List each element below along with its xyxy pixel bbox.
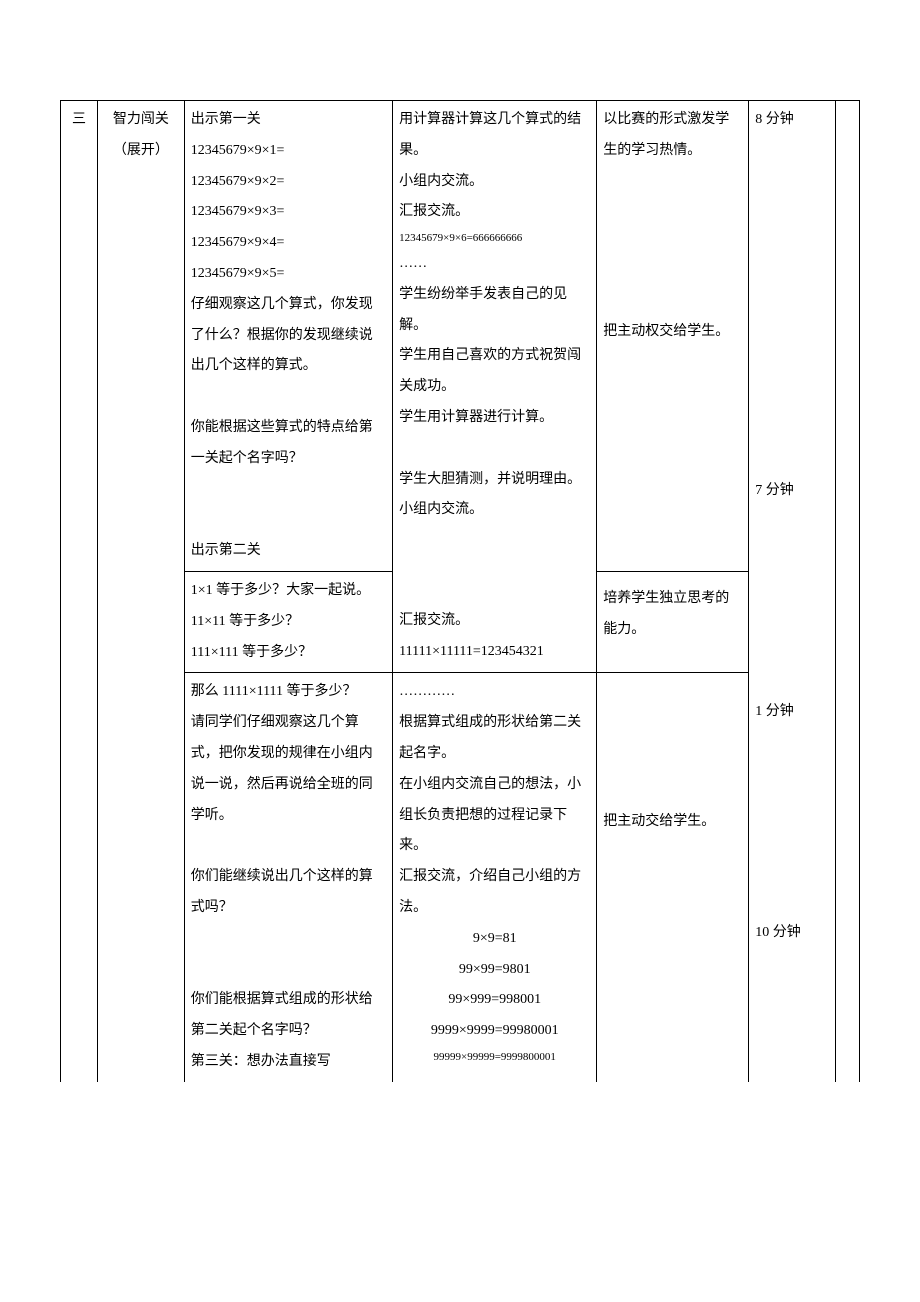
cell-time: 8 分钟 7 分钟 <box>749 101 836 572</box>
calc-line: 9×9=81 <box>399 924 590 955</box>
table-row: 1×1 等于多少？大家一起说。 11×11 等于多少？ 111×111 等于多少… <box>61 571 860 672</box>
cell-empty <box>836 101 860 572</box>
text-block: ………… 根据算式组成的形状给第二关起名字。 在小组内交流自己的想法，小组长负责… <box>399 677 590 923</box>
stage-sub: （展开） <box>113 143 169 158</box>
cell-intent: 以比赛的形式激发学生的学习热情。 把主动权交给学生。 <box>597 101 749 572</box>
cell-time: 1 分钟 10 分钟 <box>749 673 836 1082</box>
stage-title: 智力闯关 <box>113 112 169 127</box>
table-row: 三 智力闯关 （展开） 出示第一关 12345679×9×1= 12345679… <box>61 101 860 572</box>
cell-empty <box>749 571 836 672</box>
cell-teacher-activities: 那么 1111×1111 等于多少？ 请同学们仔细观察这几个算式，把你发现的规律… <box>184 673 392 1082</box>
calc-line: 99×999=998001 <box>399 985 590 1016</box>
document-page: 三 智力闯关 （展开） 出示第一关 12345679×9×1= 12345679… <box>0 0 920 1142</box>
time-value: 10 分钟 <box>755 918 829 949</box>
cell-teacher-activities: 1×1 等于多少？大家一起说。 11×11 等于多少？ 111×111 等于多少… <box>184 571 392 672</box>
time-value: 8 分钟 <box>755 105 829 136</box>
cell-stage: 智力闯关 （展开） <box>97 101 184 572</box>
cell-step-number: 三 <box>61 101 98 572</box>
cell-intent: 培养学生独立思考的能力。 <box>597 571 749 672</box>
cell-empty <box>61 571 98 672</box>
cell-empty <box>836 571 860 672</box>
table-row: 那么 1111×1111 等于多少？ 请同学们仔细观察这几个算式，把你发现的规律… <box>61 673 860 1082</box>
cell-empty <box>97 571 184 672</box>
lesson-table: 三 智力闯关 （展开） 出示第一关 12345679×9×1= 12345679… <box>60 100 860 1082</box>
calc-line: 9999×9999=99980001 <box>399 1016 590 1047</box>
cell-empty <box>61 673 98 1082</box>
text-block: 把主动权交给学生。 <box>603 317 742 348</box>
cell-intent: 把主动交给学生。 <box>597 673 749 1082</box>
calc-line: 99×99=9801 <box>399 955 590 986</box>
calc-line-small: 99999×99999=9999800001 <box>399 1047 590 1068</box>
text-block: 把主动交给学生。 <box>603 807 742 838</box>
cell-student-activities: 用计算器计算这几个算式的结果。 小组内交流。 汇报交流。 12345679×9×… <box>393 101 597 572</box>
text-small: 12345679×9×6=666666666 <box>399 228 590 249</box>
text-block: 用计算器计算这几个算式的结果。 小组内交流。 汇报交流。 <box>399 105 590 228</box>
cell-teacher-activities: 出示第一关 12345679×9×1= 12345679×9×2= 123456… <box>184 101 392 572</box>
cell-student-activities: 汇报交流。 11111×11111=123454321 <box>393 571 597 672</box>
cell-student-activities: ………… 根据算式组成的形状给第二关起名字。 在小组内交流自己的想法，小组长负责… <box>393 673 597 1082</box>
cell-empty <box>836 673 860 1082</box>
cell-empty <box>97 673 184 1082</box>
time-value: 1 分钟 <box>755 697 829 728</box>
text-block: …… 学生纷纷举手发表自己的见解。 学生用自己喜欢的方式祝贺闯关成功。 学生用计… <box>399 249 590 526</box>
time-value: 7 分钟 <box>755 476 829 507</box>
text-block: 培养学生独立思考的能力。 <box>603 576 742 646</box>
text-block: 以比赛的形式激发学生的学习热情。 <box>603 105 742 167</box>
